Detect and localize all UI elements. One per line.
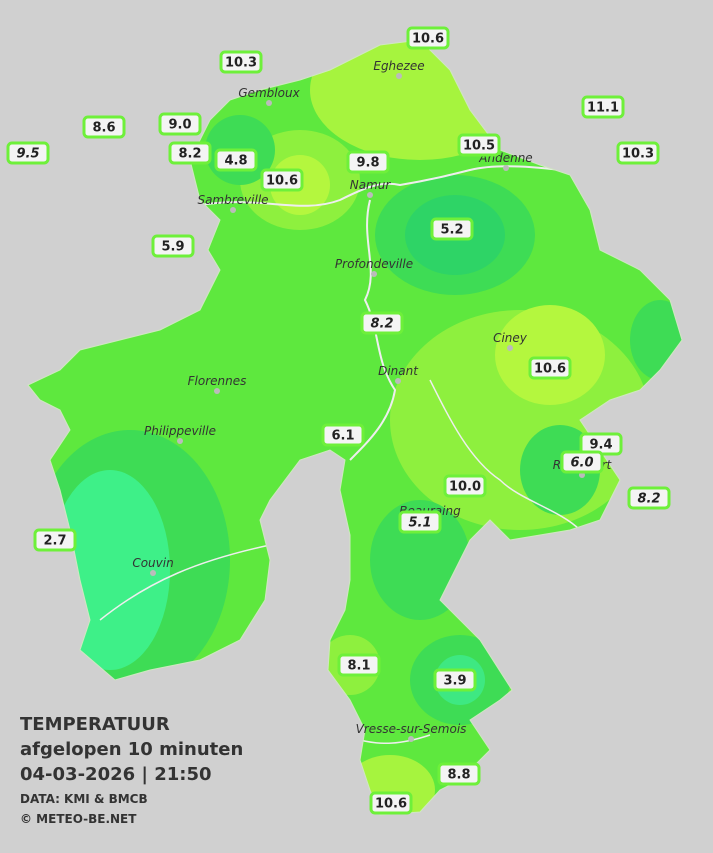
- datetime: 04-03-2026 | 21:50: [20, 764, 212, 785]
- station-value: 10.6: [266, 174, 298, 189]
- station-value: 4.8: [224, 154, 247, 169]
- city-dot: [507, 345, 513, 351]
- city-label: Namur: [350, 178, 392, 192]
- station-box: [360, 311, 404, 335]
- city-dot: [230, 207, 236, 213]
- station-box: [346, 150, 390, 174]
- station-value: 9.0: [168, 118, 191, 133]
- station-box: [151, 234, 195, 258]
- station-value: 8.6: [92, 121, 115, 136]
- city-dot: [408, 736, 414, 742]
- station-box: [82, 115, 126, 139]
- station-value: 10.6: [375, 797, 407, 812]
- station-value: 10.3: [622, 147, 654, 162]
- station-value: 3.9: [443, 674, 466, 689]
- station-value: 10.6: [534, 362, 566, 377]
- station-box: [260, 168, 304, 192]
- station-value: 10.5: [463, 139, 495, 154]
- station-value: 5.9: [161, 240, 184, 255]
- station-value: 9.5: [16, 147, 39, 162]
- city-label: Dinant: [378, 364, 419, 378]
- station-value: 9.8: [356, 156, 379, 171]
- city-dot: [177, 438, 183, 444]
- station-box: [168, 141, 212, 165]
- station-value: 8.2: [370, 317, 393, 332]
- city-label: Couvin: [132, 556, 173, 570]
- station-value: 6.0: [570, 456, 593, 471]
- station-box: [616, 141, 660, 165]
- city-label: Sambreville: [197, 193, 268, 207]
- station-value: 6.1: [331, 429, 354, 444]
- city-label: Eghezee: [373, 59, 424, 73]
- title: TEMPERATUUR: [20, 714, 170, 735]
- station-value: 8.2: [637, 492, 660, 507]
- subtitle: afgelopen 10 minuten: [20, 739, 243, 760]
- station-box: [528, 356, 572, 380]
- city-label: Ciney: [493, 331, 528, 345]
- city-label: Vresse-sur-Semois: [356, 722, 467, 736]
- station-box: [219, 50, 263, 74]
- station-box: [321, 423, 365, 447]
- station-box: [437, 762, 481, 786]
- station-box: [430, 217, 474, 241]
- station-value: 10.0: [449, 480, 481, 495]
- station-value: 5.1: [408, 516, 431, 531]
- city-dot: [395, 378, 401, 384]
- station-box: [433, 668, 477, 692]
- station-box: [337, 653, 381, 677]
- station-value: 10.3: [225, 56, 257, 71]
- station-box: [369, 791, 413, 815]
- city-label: Gembloux: [238, 86, 300, 100]
- station-box: [158, 112, 202, 136]
- station-value: 8.8: [447, 768, 470, 783]
- credit: © METEO-BE.NET: [20, 812, 137, 826]
- city-dot: [266, 100, 272, 106]
- station-value: 5.2: [440, 223, 463, 238]
- station-box: [406, 26, 450, 50]
- city-dot: [396, 73, 402, 79]
- city-dot: [371, 271, 377, 277]
- station-value: 10.6: [412, 32, 444, 47]
- station-box: [457, 133, 501, 157]
- city-label: Florennes: [188, 374, 247, 388]
- station-box: [627, 486, 671, 510]
- credit: DATA: KMI & BMCB: [20, 792, 148, 806]
- city-dot: [367, 192, 373, 198]
- station-box: [214, 148, 258, 172]
- station-value: 8.2: [178, 147, 201, 162]
- station-value: 2.7: [43, 534, 66, 549]
- legend-title: TEMPERATUUR afgelopen 10 minuten 04-03-2…: [20, 714, 243, 826]
- city-label: Philippeville: [144, 424, 216, 438]
- city-dot: [150, 570, 156, 576]
- station-box: [6, 141, 50, 165]
- station-box: [560, 450, 604, 474]
- station-box: [581, 95, 625, 119]
- station-box: [33, 528, 77, 552]
- station-value: 11.1: [587, 101, 619, 116]
- station-box: [398, 510, 442, 534]
- station-value: 8.1: [347, 659, 370, 674]
- city-dot: [214, 388, 220, 394]
- station-value: 9.4: [589, 438, 612, 453]
- city-dot: [503, 165, 509, 171]
- station-box: [443, 474, 487, 498]
- city-label: Profondeville: [335, 257, 413, 271]
